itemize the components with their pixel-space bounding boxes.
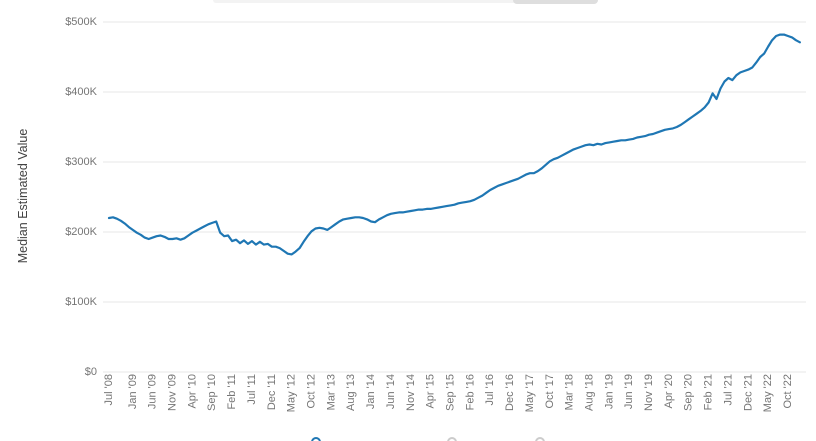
svg-text:Mar '13: Mar '13 (325, 374, 337, 410)
svg-text:Dec '21: Dec '21 (742, 374, 754, 411)
y-axis-title: Median Estimated Value (16, 129, 30, 264)
svg-text:Aug '13: Aug '13 (345, 374, 357, 411)
svg-text:Jul '16: Jul '16 (484, 374, 496, 405)
svg-text:$400K: $400K (65, 86, 97, 98)
svg-text:Sep '20: Sep '20 (683, 374, 695, 411)
value-line (107, 33, 801, 256)
svg-text:Oct '22: Oct '22 (782, 374, 794, 409)
svg-text:Jul '08: Jul '08 (103, 374, 115, 405)
svg-text:Apr '10: Apr '10 (186, 374, 198, 409)
svg-text:$200K: $200K (65, 226, 97, 238)
svg-text:May '17: May '17 (524, 374, 536, 412)
svg-text:Oct '17: Oct '17 (544, 374, 556, 409)
svg-text:Sep '15: Sep '15 (444, 374, 456, 411)
svg-text:Jun '19: Jun '19 (623, 374, 635, 409)
svg-text:Jul '21: Jul '21 (722, 374, 734, 405)
svg-text:Apr '15: Apr '15 (425, 374, 437, 409)
svg-text:Jun '09: Jun '09 (147, 374, 159, 409)
legend-marker-other-2-icon[interactable] (535, 437, 545, 441)
svg-text:Feb '16: Feb '16 (464, 374, 476, 410)
svg-text:$0: $0 (85, 366, 97, 378)
legend-marker-median-value-icon[interactable] (311, 437, 321, 441)
svg-text:Jan '09: Jan '09 (127, 374, 139, 409)
y-axis-tick-labels: $0 $100K $200K $300K $400K $500K (65, 16, 97, 378)
svg-text:$300K: $300K (65, 156, 97, 168)
svg-text:$100K: $100K (65, 296, 97, 308)
x-axis-tick-labels: Jul '08 Jan '09 Jun '09 Nov '09 Apr '10 Sep '… (103, 374, 794, 412)
svg-text:Dec '16: Dec '16 (504, 374, 516, 411)
svg-text:Feb '11: Feb '11 (226, 374, 238, 410)
svg-text:May '22: May '22 (762, 374, 774, 412)
legend-marker-other-1-icon[interactable] (447, 437, 457, 441)
svg-text:Jul '11: Jul '11 (246, 374, 258, 405)
svg-text:Aug '18: Aug '18 (583, 374, 595, 411)
time-range-bar-icon (213, 0, 598, 3)
svg-text:Nov '09: Nov '09 (167, 374, 179, 411)
svg-text:Nov '14: Nov '14 (405, 374, 417, 411)
svg-text:Jan '19: Jan '19 (603, 374, 615, 409)
svg-text:Dec '11: Dec '11 (266, 374, 278, 410)
svg-text:$500K: $500K (65, 16, 97, 28)
svg-text:Sep '10: Sep '10 (206, 374, 218, 411)
svg-text:Jun '14: Jun '14 (385, 374, 397, 409)
svg-text:Jan '14: Jan '14 (365, 374, 377, 409)
time-range-selected-segment-icon (513, 0, 598, 4)
svg-text:Oct '12: Oct '12 (306, 374, 318, 409)
svg-text:Feb '21: Feb '21 (703, 374, 715, 410)
svg-text:Apr '20: Apr '20 (663, 374, 675, 409)
svg-text:Nov '19: Nov '19 (643, 374, 655, 411)
svg-text:May '12: May '12 (286, 374, 298, 412)
gridlines (103, 21, 806, 373)
svg-text:Mar '18: Mar '18 (564, 374, 576, 410)
